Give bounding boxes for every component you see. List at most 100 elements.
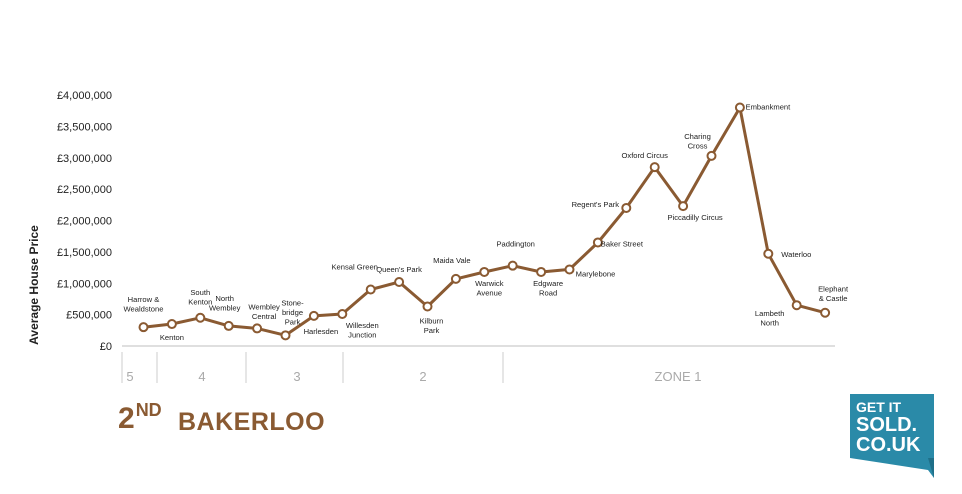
station-label-line: Warwick xyxy=(475,279,504,288)
logo-background xyxy=(850,394,934,478)
data-point xyxy=(252,323,263,334)
station-label: Waterloo xyxy=(781,250,811,259)
station-label-line: bridge xyxy=(282,308,303,317)
station-label-line: Junction xyxy=(348,330,376,339)
data-point xyxy=(820,307,831,318)
data-point xyxy=(621,202,632,213)
y-tick-label: £3,500,000 xyxy=(57,121,112,133)
station-label-line: Elephant xyxy=(818,285,849,294)
station-label-line: Edgware xyxy=(533,279,563,288)
zone-label: 4 xyxy=(198,369,205,384)
zone-label: 2 xyxy=(419,369,426,384)
data-point xyxy=(308,310,319,321)
station-label: Baker Street xyxy=(601,239,644,248)
station-label-line: Piccadilly Circus xyxy=(667,213,722,222)
station-label: Charing Cross xyxy=(684,132,711,151)
y-tick-label: £2,000,000 xyxy=(57,216,112,228)
station-label: Willesden Junction xyxy=(346,321,379,340)
station-label-line: Road xyxy=(539,288,557,297)
y-tick-label: £1,500,000 xyxy=(57,247,112,259)
y-tick-label: £1,000,000 xyxy=(57,278,112,290)
station-label-line: Wembley xyxy=(209,303,241,312)
station-label-line: Embankment xyxy=(746,103,792,112)
station-label: Wembley Central xyxy=(248,302,280,321)
y-tick-label: £2,500,000 xyxy=(57,184,112,196)
y-axis-title: Average House Price xyxy=(27,225,41,345)
station-label-line: Marylebone xyxy=(576,269,616,278)
station-label: Marylebone xyxy=(576,269,616,278)
series-line xyxy=(143,106,826,337)
y-tick-label: £500,000 xyxy=(66,310,112,322)
station-label-line: Lambeth xyxy=(755,309,785,318)
data-point xyxy=(536,266,547,277)
station-label-line: Central xyxy=(252,312,277,321)
rank-suffix: ND xyxy=(135,400,162,420)
y-axis-tick-labels: £4,000,000 £3,500,000 £3,000,000 £2,500,000… xyxy=(57,90,112,353)
station-label-line: Harrow & xyxy=(128,295,160,304)
station-label-line: Baker Street xyxy=(601,239,644,248)
station-label: Embankment xyxy=(746,103,792,112)
zone-label: 5 xyxy=(126,369,133,384)
station-label: Oxford Circus xyxy=(621,151,668,160)
station-label-line: Queen's Park xyxy=(376,265,422,274)
station-label-line: Maida Vale xyxy=(433,256,470,265)
station-label-line: Avenue xyxy=(476,288,502,297)
station-label-line: Willesden xyxy=(346,321,379,330)
station-label-line: Park xyxy=(424,326,440,335)
data-point xyxy=(195,312,206,323)
station-label: Regent's Park xyxy=(572,200,620,209)
data-point xyxy=(479,266,490,277)
data-point xyxy=(706,150,717,161)
station-label-line: Wembley xyxy=(248,302,280,311)
data-point xyxy=(138,322,149,333)
station-label: Edgware Road xyxy=(533,279,563,298)
station-label: Maida Vale xyxy=(433,256,470,265)
station-label: Harrow & Wealdstone xyxy=(124,295,164,314)
y-tick-label: £3,000,000 xyxy=(57,153,112,165)
data-point xyxy=(166,319,177,330)
station-label-line: Oxford Circus xyxy=(621,151,668,160)
data-point xyxy=(394,276,405,287)
station-label-line: Kilburn xyxy=(420,316,444,325)
station-label: Kensal Green xyxy=(331,263,377,272)
rank-number: 2ND xyxy=(118,400,162,436)
station-label-line: Waterloo xyxy=(781,250,811,259)
data-point xyxy=(592,237,603,248)
data-point xyxy=(422,301,433,312)
station-label-line: North xyxy=(760,319,779,328)
zone-label: ZONE 1 xyxy=(655,369,702,384)
line-name-title: BAKERLOO xyxy=(178,408,326,436)
station-label: Lambeth North xyxy=(755,309,785,328)
station-label: Elephant & Castle xyxy=(818,285,849,304)
station-label-line: Wealdstone xyxy=(124,305,164,314)
data-points xyxy=(138,102,831,341)
station-label: Kenton xyxy=(160,333,184,342)
station-label-line: Stone- xyxy=(281,298,304,307)
zone-dividers xyxy=(121,352,504,383)
station-label-line: Paddington xyxy=(496,240,534,249)
station-label: Piccadilly Circus xyxy=(667,213,722,222)
station-label: Kilburn Park xyxy=(420,316,444,335)
station-label-line: Charing xyxy=(684,132,711,141)
station-label: Warwick Avenue xyxy=(475,279,504,298)
y-tick-label: £4,000,000 xyxy=(57,90,112,102)
data-point xyxy=(763,248,774,259)
data-point xyxy=(734,102,745,113)
logo-line-3: CO.UK xyxy=(856,434,921,456)
station-label: Stone-bridge Park xyxy=(281,298,304,326)
rank-digit: 2 xyxy=(118,402,135,435)
zone-label: 3 xyxy=(293,369,300,384)
zone-labels: 5 4 3 2 ZONE 1 xyxy=(126,369,701,384)
station-label: Harlesden xyxy=(304,327,339,336)
logo-line-2: SOLD. xyxy=(856,414,918,436)
station-label-line: Regent's Park xyxy=(572,200,620,209)
get-it-sold-logo: GET IT SOLD. CO.UK xyxy=(850,394,934,478)
data-point xyxy=(791,300,802,311)
data-point xyxy=(450,273,461,284)
logo-line-1: GET IT xyxy=(856,399,902,415)
station-label: North Wembley xyxy=(209,294,241,313)
station-label-line: North xyxy=(215,294,234,303)
data-point xyxy=(365,284,376,295)
